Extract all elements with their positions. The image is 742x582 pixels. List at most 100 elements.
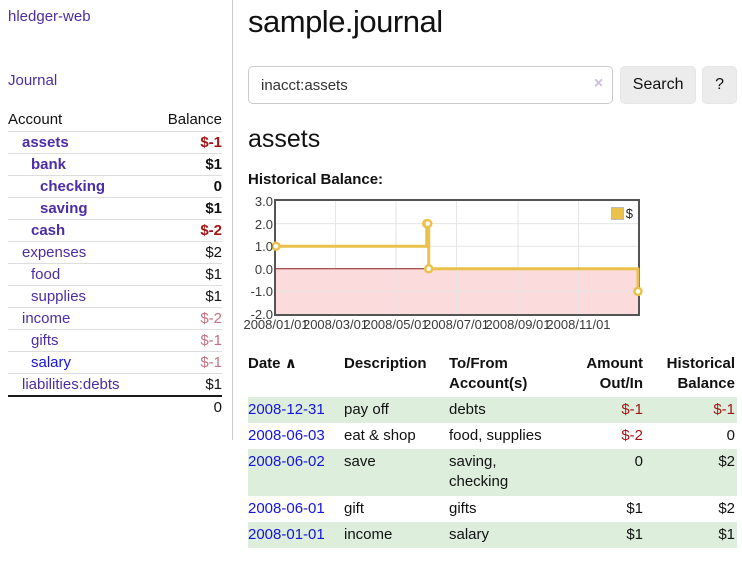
account-link-bank[interactable]: bank xyxy=(31,156,67,173)
transaction-date-link[interactable]: 2008-06-03 xyxy=(248,426,325,444)
legend-swatch-icon xyxy=(610,207,624,220)
y-axis-tick-label: 3.0 xyxy=(254,194,273,209)
chart-canvas xyxy=(271,201,643,314)
transaction-amount: $1 xyxy=(626,525,643,543)
register-col-date: Date ∧ xyxy=(248,352,344,397)
x-axis-tick-label: 2008/09/01 xyxy=(485,317,551,332)
accounts-total-value: 0 xyxy=(152,395,222,418)
accounts-table: Account Balance assets $-1 bank $1 checking 0… xyxy=(8,108,222,418)
account-link-income[interactable]: income xyxy=(22,310,71,327)
account-link-food[interactable]: food xyxy=(31,266,61,283)
account-name-cell: bank xyxy=(8,153,152,176)
account-name-cell: income xyxy=(8,307,152,330)
x-axis-tick-label: 2008/03/01 xyxy=(302,317,369,332)
transaction-amount: $-2 xyxy=(621,426,643,444)
balance-col-header: Balance xyxy=(167,111,222,128)
account-name-cell: checking xyxy=(8,175,152,198)
account-name-cell: cash xyxy=(8,219,152,242)
account-link-gifts[interactable]: gifts xyxy=(31,332,59,349)
register-col-balance: Historical Balance xyxy=(666,355,735,393)
sidebar-account-row: income $-2 xyxy=(8,307,222,330)
sidebar-account-row: assets $-1 xyxy=(8,131,222,154)
sidebar-account-row: gifts $-1 xyxy=(8,329,222,352)
account-name-cell: saving xyxy=(8,197,152,220)
account-name-cell: assets xyxy=(8,131,152,154)
transaction-date-cell: 2008-06-01 xyxy=(248,496,344,522)
accounts-total-row: 0 xyxy=(8,395,222,418)
search-button[interactable]: Search xyxy=(620,66,697,104)
register-col-description: Description xyxy=(344,355,427,372)
register-col-amount: Amount Out/In xyxy=(586,355,643,393)
nav-journal-link[interactable]: Journal xyxy=(8,72,58,89)
transaction-date-link[interactable]: 2008-12-31 xyxy=(248,400,325,418)
register-row: 2008-12-31 pay off debts $-1 $-1 xyxy=(248,396,737,423)
transaction-amount: $-1 xyxy=(621,400,643,418)
transaction-date-link[interactable]: 2008-06-01 xyxy=(248,499,325,517)
sidebar-account-row: salary $-1 xyxy=(8,351,222,374)
transaction-date-link[interactable]: 2008-06-02 xyxy=(248,453,325,470)
register-row: 2008-06-02 save saving, checking 0 $2 xyxy=(248,449,737,496)
search-input[interactable] xyxy=(248,66,614,104)
sidebar-account-row: checking 0 xyxy=(8,175,222,198)
account-name-cell: food xyxy=(8,263,152,286)
transaction-amount: $1 xyxy=(626,499,643,517)
account-name-cell: expenses xyxy=(8,241,152,264)
transaction-accounts: food, supplies xyxy=(449,426,542,444)
account-name-cell: liabilities:debts xyxy=(8,373,152,396)
page-title: sample.journal xyxy=(248,4,443,39)
transaction-description: eat & shop xyxy=(344,426,416,444)
x-axis-tick-label: 2008/11/01 xyxy=(546,317,611,332)
y-axis-tick-label: 1.0 xyxy=(254,239,273,255)
total-spacer xyxy=(8,395,152,418)
chart-plot-area: $ 3.0 2.0 1.0 0.0 -1.0 -2.0 xyxy=(251,194,643,322)
x-axis-tick-label: 2008/05/01 xyxy=(363,317,429,332)
register-row: 2008-01-01 income salary $1 $1 xyxy=(248,521,737,548)
account-link-expenses[interactable]: expenses xyxy=(22,244,87,261)
transaction-accounts: salary xyxy=(449,525,490,543)
account-link-checking[interactable]: checking xyxy=(40,178,106,195)
account-heading: assets xyxy=(248,125,321,153)
historical-balance-chart: $ 3.0 2.0 1.0 0.0 -1.0 -2.0 2008/01/01 2008/03… xyxy=(243,194,643,333)
app-title-link[interactable]: hledger-web xyxy=(8,8,91,25)
transaction-balance: $-1 xyxy=(713,400,735,418)
account-link-salary[interactable]: salary xyxy=(31,354,72,371)
account-balance: $1 xyxy=(152,197,222,220)
accounts-col-header: Account xyxy=(8,111,63,128)
account-link-assets[interactable]: assets xyxy=(22,134,69,151)
chart-legend: $ xyxy=(609,205,634,222)
help-button[interactable]: ? xyxy=(702,66,737,104)
legend-label: $ xyxy=(625,206,633,221)
transaction-amount: 0 xyxy=(634,453,643,470)
transaction-description: gift xyxy=(344,499,365,517)
account-balance: $-1 xyxy=(152,351,222,374)
sidebar-account-row: bank $1 xyxy=(8,153,222,176)
transaction-description: income xyxy=(344,525,393,543)
account-link-supplies[interactable]: supplies xyxy=(31,288,87,305)
transaction-date-link[interactable]: 2008-01-01 xyxy=(248,525,325,543)
accounts-header-row: Account Balance xyxy=(8,108,222,132)
account-balance: $1 xyxy=(152,373,222,396)
transaction-balance: $1 xyxy=(718,525,735,543)
clear-search-icon[interactable]: × xyxy=(593,75,604,92)
y-axis-tick-label: -1.0 xyxy=(250,284,273,300)
transaction-date-cell: 2008-01-01 xyxy=(248,522,344,548)
transaction-balance: $2 xyxy=(718,499,735,517)
account-balance: $1 xyxy=(152,153,222,176)
date-header-label: Date xyxy=(248,355,281,372)
account-link-saving[interactable]: saving xyxy=(40,200,88,217)
main-content: sample.journal × Search ? assets Histori… xyxy=(243,0,737,548)
sort-ascending-icon[interactable]: ∧ xyxy=(284,355,297,372)
account-link-cash[interactable]: cash xyxy=(31,222,66,239)
account-balance: $2 xyxy=(152,241,222,264)
sidebar-account-row: cash $-2 xyxy=(8,219,222,242)
sidebar-account-row: expenses $2 xyxy=(8,241,222,264)
transaction-accounts: gifts xyxy=(449,499,477,517)
search-box: × xyxy=(248,66,614,104)
transaction-accounts: debts xyxy=(449,400,486,418)
account-link-liabilities-debts[interactable]: liabilities:debts xyxy=(22,376,120,393)
sidebar-account-row: saving $1 xyxy=(8,197,222,220)
account-balance: 0 xyxy=(152,175,222,198)
account-name-cell: salary xyxy=(8,351,152,374)
x-axis-tick-label: 2008/07/01 xyxy=(423,317,490,332)
chart-section-label: Historical Balance: xyxy=(248,171,384,188)
